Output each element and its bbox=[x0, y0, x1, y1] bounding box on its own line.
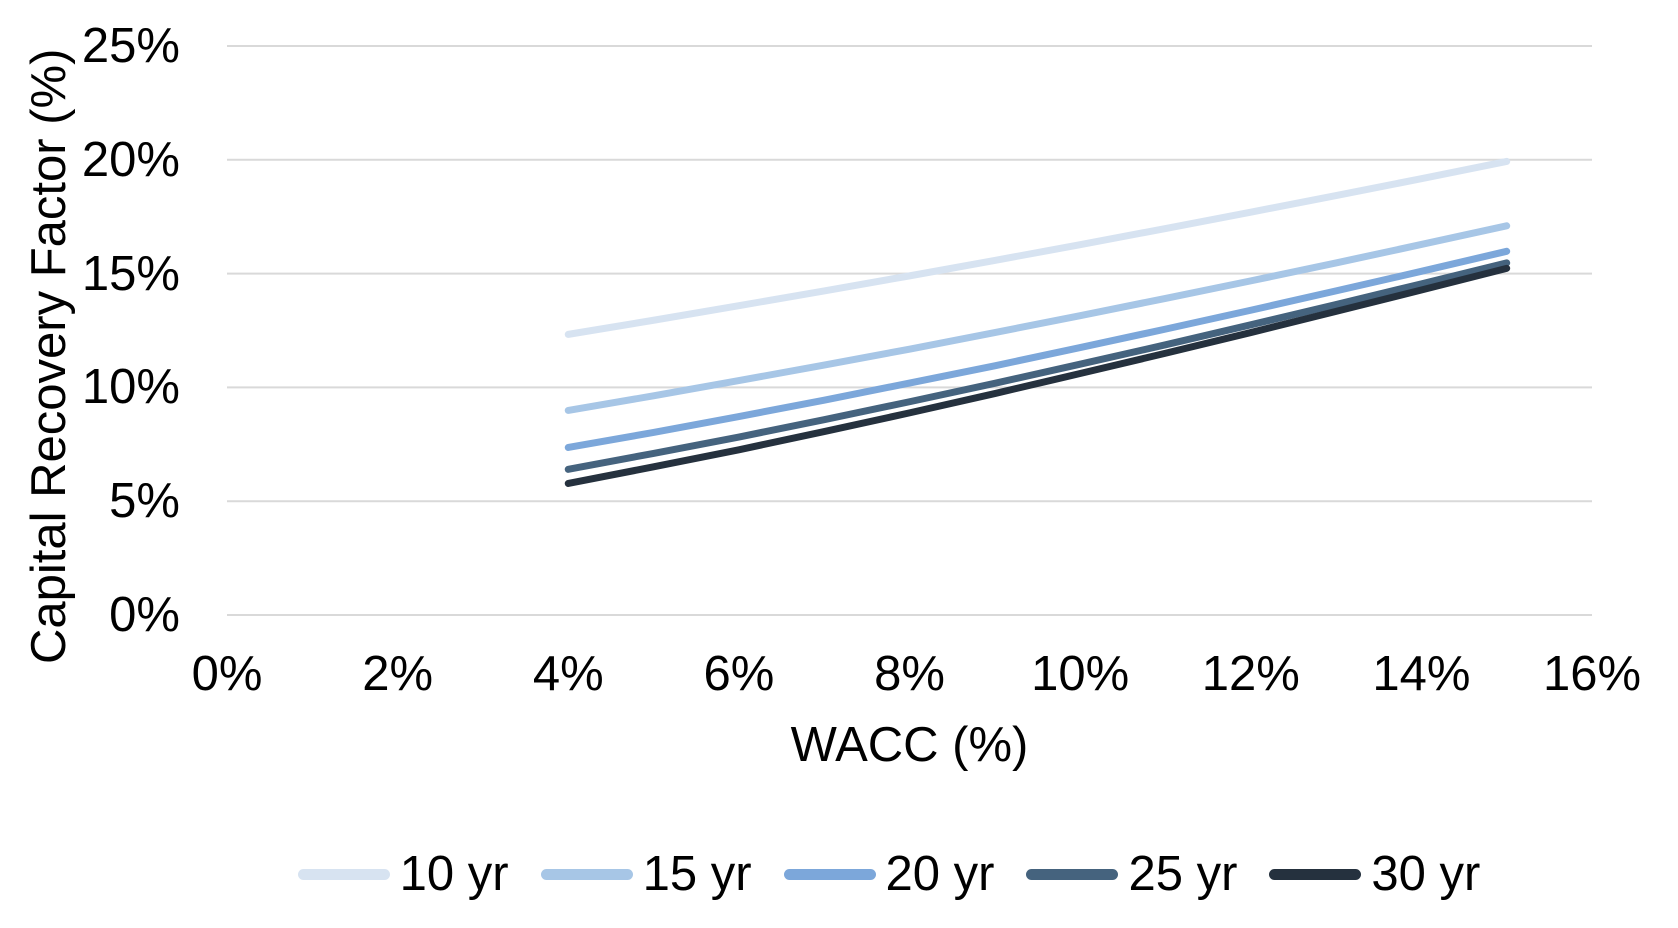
legend-label: 30 yr bbox=[1371, 847, 1481, 901]
legend-swatch-icon bbox=[1269, 868, 1362, 880]
series-line-25-yr bbox=[564, 259, 1511, 473]
legend-swatch-icon bbox=[540, 868, 633, 880]
x-tick-label: 14% bbox=[1372, 647, 1471, 701]
series-line-30-yr bbox=[564, 264, 1511, 487]
y-tick-label: 10% bbox=[81, 360, 180, 415]
y-tick-label: 20% bbox=[81, 132, 180, 187]
legend-label: 15 yr bbox=[642, 847, 752, 901]
x-tick-label: 4% bbox=[532, 647, 604, 701]
legend-label: 20 yr bbox=[885, 847, 995, 901]
x-tick-label: 2% bbox=[362, 647, 434, 701]
legend-item-30-yr: 30 yr bbox=[1269, 846, 1480, 902]
y-tick-label: 15% bbox=[81, 246, 180, 301]
x-tick-label: 8% bbox=[874, 647, 945, 701]
chart-legend: 10 yr 15 yr 20 yr 25 yr 30 yr bbox=[100, 846, 1678, 902]
legend-label: 10 yr bbox=[399, 847, 509, 901]
legend-item-10-yr: 10 yr bbox=[297, 846, 509, 902]
legend-swatch-icon bbox=[783, 868, 876, 880]
series-line-10-yr bbox=[564, 157, 1511, 338]
y-tick-label: 5% bbox=[109, 474, 180, 529]
legend-item-15-yr: 15 yr bbox=[540, 846, 752, 902]
legend-swatch-icon bbox=[297, 868, 390, 880]
legend-swatch-icon bbox=[1026, 868, 1119, 880]
series-line-15-yr bbox=[564, 222, 1511, 414]
legend-item-20-yr: 20 yr bbox=[783, 846, 995, 902]
x-axis-title: WACC (%) bbox=[790, 718, 1029, 772]
x-tick-label: 12% bbox=[1201, 647, 1300, 701]
x-tick-label: 0% bbox=[191, 647, 263, 701]
legend-item-25-yr: 25 yr bbox=[1026, 846, 1237, 902]
legend-label: 25 yr bbox=[1128, 847, 1238, 901]
x-tick-label: 6% bbox=[703, 647, 775, 701]
series-line-20-yr bbox=[564, 247, 1511, 451]
y-tick-label: 25% bbox=[81, 19, 180, 73]
y-tick-label: 0% bbox=[109, 588, 180, 642]
x-tick-label: 16% bbox=[1542, 647, 1642, 701]
x-tick-label: 10% bbox=[1031, 647, 1130, 701]
